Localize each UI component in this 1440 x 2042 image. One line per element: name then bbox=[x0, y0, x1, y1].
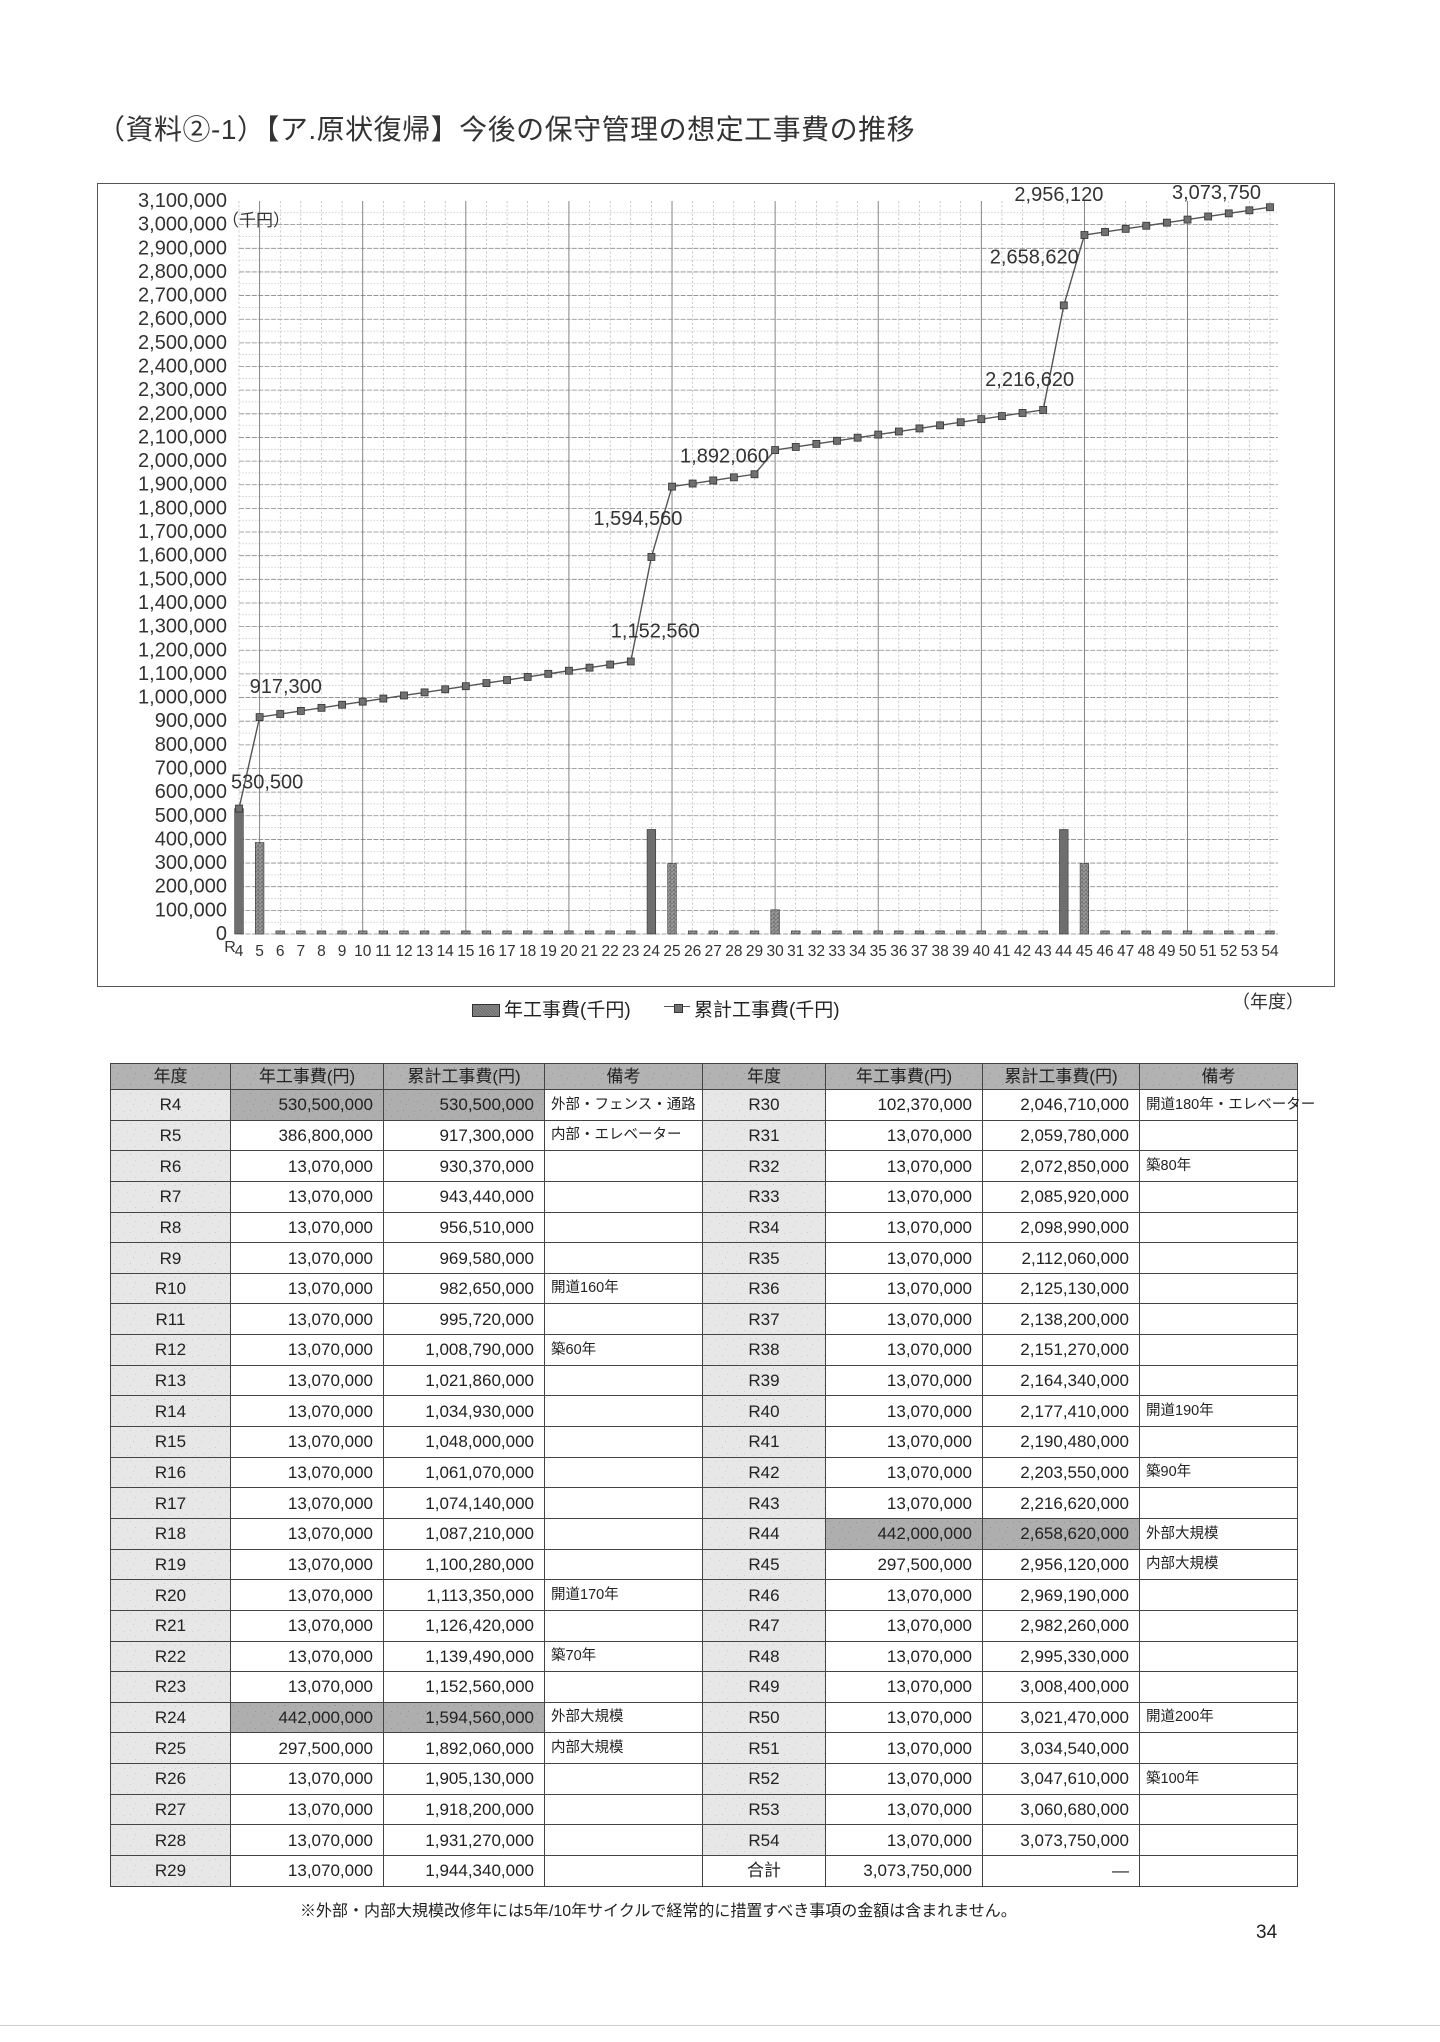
svg-text:15: 15 bbox=[457, 943, 474, 960]
svg-text:53: 53 bbox=[1241, 943, 1258, 960]
svg-text:36: 36 bbox=[890, 943, 907, 960]
svg-text:1,000,000: 1,000,000 bbox=[138, 687, 227, 709]
svg-text:13: 13 bbox=[416, 943, 433, 960]
svg-text:24: 24 bbox=[643, 943, 661, 960]
svg-text:800,000: 800,000 bbox=[155, 734, 227, 756]
svg-text:32: 32 bbox=[808, 943, 825, 960]
svg-text:45: 45 bbox=[1076, 943, 1093, 960]
svg-text:1,700,000: 1,700,000 bbox=[138, 521, 227, 543]
svg-text:33: 33 bbox=[828, 943, 845, 960]
svg-text:46: 46 bbox=[1096, 943, 1113, 960]
svg-text:34: 34 bbox=[849, 943, 867, 960]
svg-text:6: 6 bbox=[276, 943, 285, 960]
svg-text:1,600,000: 1,600,000 bbox=[138, 545, 227, 567]
svg-text:2,000,000: 2,000,000 bbox=[138, 450, 227, 472]
svg-text:8: 8 bbox=[317, 943, 326, 960]
svg-text:26: 26 bbox=[684, 943, 701, 960]
svg-text:42: 42 bbox=[1014, 943, 1031, 960]
svg-text:2,700,000: 2,700,000 bbox=[138, 285, 227, 307]
svg-text:1,200,000: 1,200,000 bbox=[138, 639, 227, 661]
svg-text:2,500,000: 2,500,000 bbox=[138, 332, 227, 354]
svg-text:14: 14 bbox=[437, 943, 455, 960]
svg-text:1,100,000: 1,100,000 bbox=[138, 663, 227, 685]
svg-text:52: 52 bbox=[1220, 943, 1237, 960]
svg-text:1,500,000: 1,500,000 bbox=[138, 568, 227, 590]
svg-text:917,300: 917,300 bbox=[250, 676, 322, 698]
svg-text:2,400,000: 2,400,000 bbox=[138, 356, 227, 378]
svg-text:20: 20 bbox=[560, 943, 578, 960]
svg-text:30: 30 bbox=[766, 943, 784, 960]
svg-text:2,216,620: 2,216,620 bbox=[985, 369, 1074, 391]
svg-text:19: 19 bbox=[540, 943, 557, 960]
svg-text:48: 48 bbox=[1138, 943, 1155, 960]
svg-text:51: 51 bbox=[1200, 943, 1217, 960]
svg-text:1,300,000: 1,300,000 bbox=[138, 616, 227, 638]
svg-text:1,594,560: 1,594,560 bbox=[593, 508, 682, 530]
svg-text:500,000: 500,000 bbox=[155, 805, 227, 827]
svg-text:200,000: 200,000 bbox=[155, 876, 227, 898]
svg-text:40: 40 bbox=[973, 943, 991, 960]
svg-text:7: 7 bbox=[297, 943, 306, 960]
svg-text:1,152,560: 1,152,560 bbox=[611, 620, 700, 642]
svg-text:5: 5 bbox=[255, 943, 264, 960]
svg-text:700,000: 700,000 bbox=[155, 757, 227, 779]
svg-text:1,892,060: 1,892,060 bbox=[680, 446, 769, 468]
svg-text:2,100,000: 2,100,000 bbox=[138, 426, 227, 448]
svg-text:1,800,000: 1,800,000 bbox=[138, 497, 227, 519]
svg-text:23: 23 bbox=[622, 943, 639, 960]
svg-text:16: 16 bbox=[478, 943, 495, 960]
svg-text:300,000: 300,000 bbox=[155, 852, 227, 874]
svg-text:39: 39 bbox=[952, 943, 969, 960]
svg-text:530,500: 530,500 bbox=[231, 772, 303, 794]
svg-text:2,200,000: 2,200,000 bbox=[138, 403, 227, 425]
svg-text:54: 54 bbox=[1261, 943, 1279, 960]
svg-text:9: 9 bbox=[338, 943, 347, 960]
svg-text:3,000,000: 3,000,000 bbox=[138, 214, 227, 236]
svg-text:35: 35 bbox=[870, 943, 887, 960]
svg-text:2,800,000: 2,800,000 bbox=[138, 261, 227, 283]
svg-text:3,100,000: 3,100,000 bbox=[138, 190, 227, 212]
svg-text:R: R bbox=[224, 939, 236, 956]
svg-text:100,000: 100,000 bbox=[155, 899, 227, 921]
svg-text:2,956,120: 2,956,120 bbox=[1014, 184, 1103, 206]
svg-text:400,000: 400,000 bbox=[155, 828, 227, 850]
svg-text:25: 25 bbox=[663, 943, 680, 960]
svg-text:49: 49 bbox=[1158, 943, 1175, 960]
svg-text:44: 44 bbox=[1055, 943, 1073, 960]
svg-text:22: 22 bbox=[602, 943, 619, 960]
svg-text:29: 29 bbox=[746, 943, 763, 960]
svg-text:10: 10 bbox=[354, 943, 372, 960]
svg-text:12: 12 bbox=[395, 943, 412, 960]
svg-text:2,658,620: 2,658,620 bbox=[990, 246, 1079, 268]
svg-text:2,600,000: 2,600,000 bbox=[138, 308, 227, 330]
svg-text:2,300,000: 2,300,000 bbox=[138, 379, 227, 401]
svg-text:900,000: 900,000 bbox=[155, 710, 227, 732]
svg-text:3,073,750: 3,073,750 bbox=[1172, 182, 1261, 204]
svg-text:600,000: 600,000 bbox=[155, 781, 227, 803]
svg-text:18: 18 bbox=[519, 943, 536, 960]
svg-text:38: 38 bbox=[931, 943, 948, 960]
svg-text:31: 31 bbox=[787, 943, 804, 960]
svg-text:11: 11 bbox=[375, 943, 391, 960]
svg-text:27: 27 bbox=[705, 943, 722, 960]
svg-text:1,400,000: 1,400,000 bbox=[138, 592, 227, 614]
svg-text:50: 50 bbox=[1179, 943, 1197, 960]
svg-text:1,900,000: 1,900,000 bbox=[138, 474, 227, 496]
svg-text:41: 41 bbox=[993, 943, 1010, 960]
svg-text:17: 17 bbox=[498, 943, 515, 960]
svg-text:21: 21 bbox=[581, 943, 598, 960]
svg-text:28: 28 bbox=[725, 943, 742, 960]
svg-text:4: 4 bbox=[235, 943, 244, 960]
svg-text:37: 37 bbox=[911, 943, 928, 960]
svg-text:43: 43 bbox=[1035, 943, 1052, 960]
svg-text:47: 47 bbox=[1117, 943, 1134, 960]
svg-text:2,900,000: 2,900,000 bbox=[138, 237, 227, 259]
